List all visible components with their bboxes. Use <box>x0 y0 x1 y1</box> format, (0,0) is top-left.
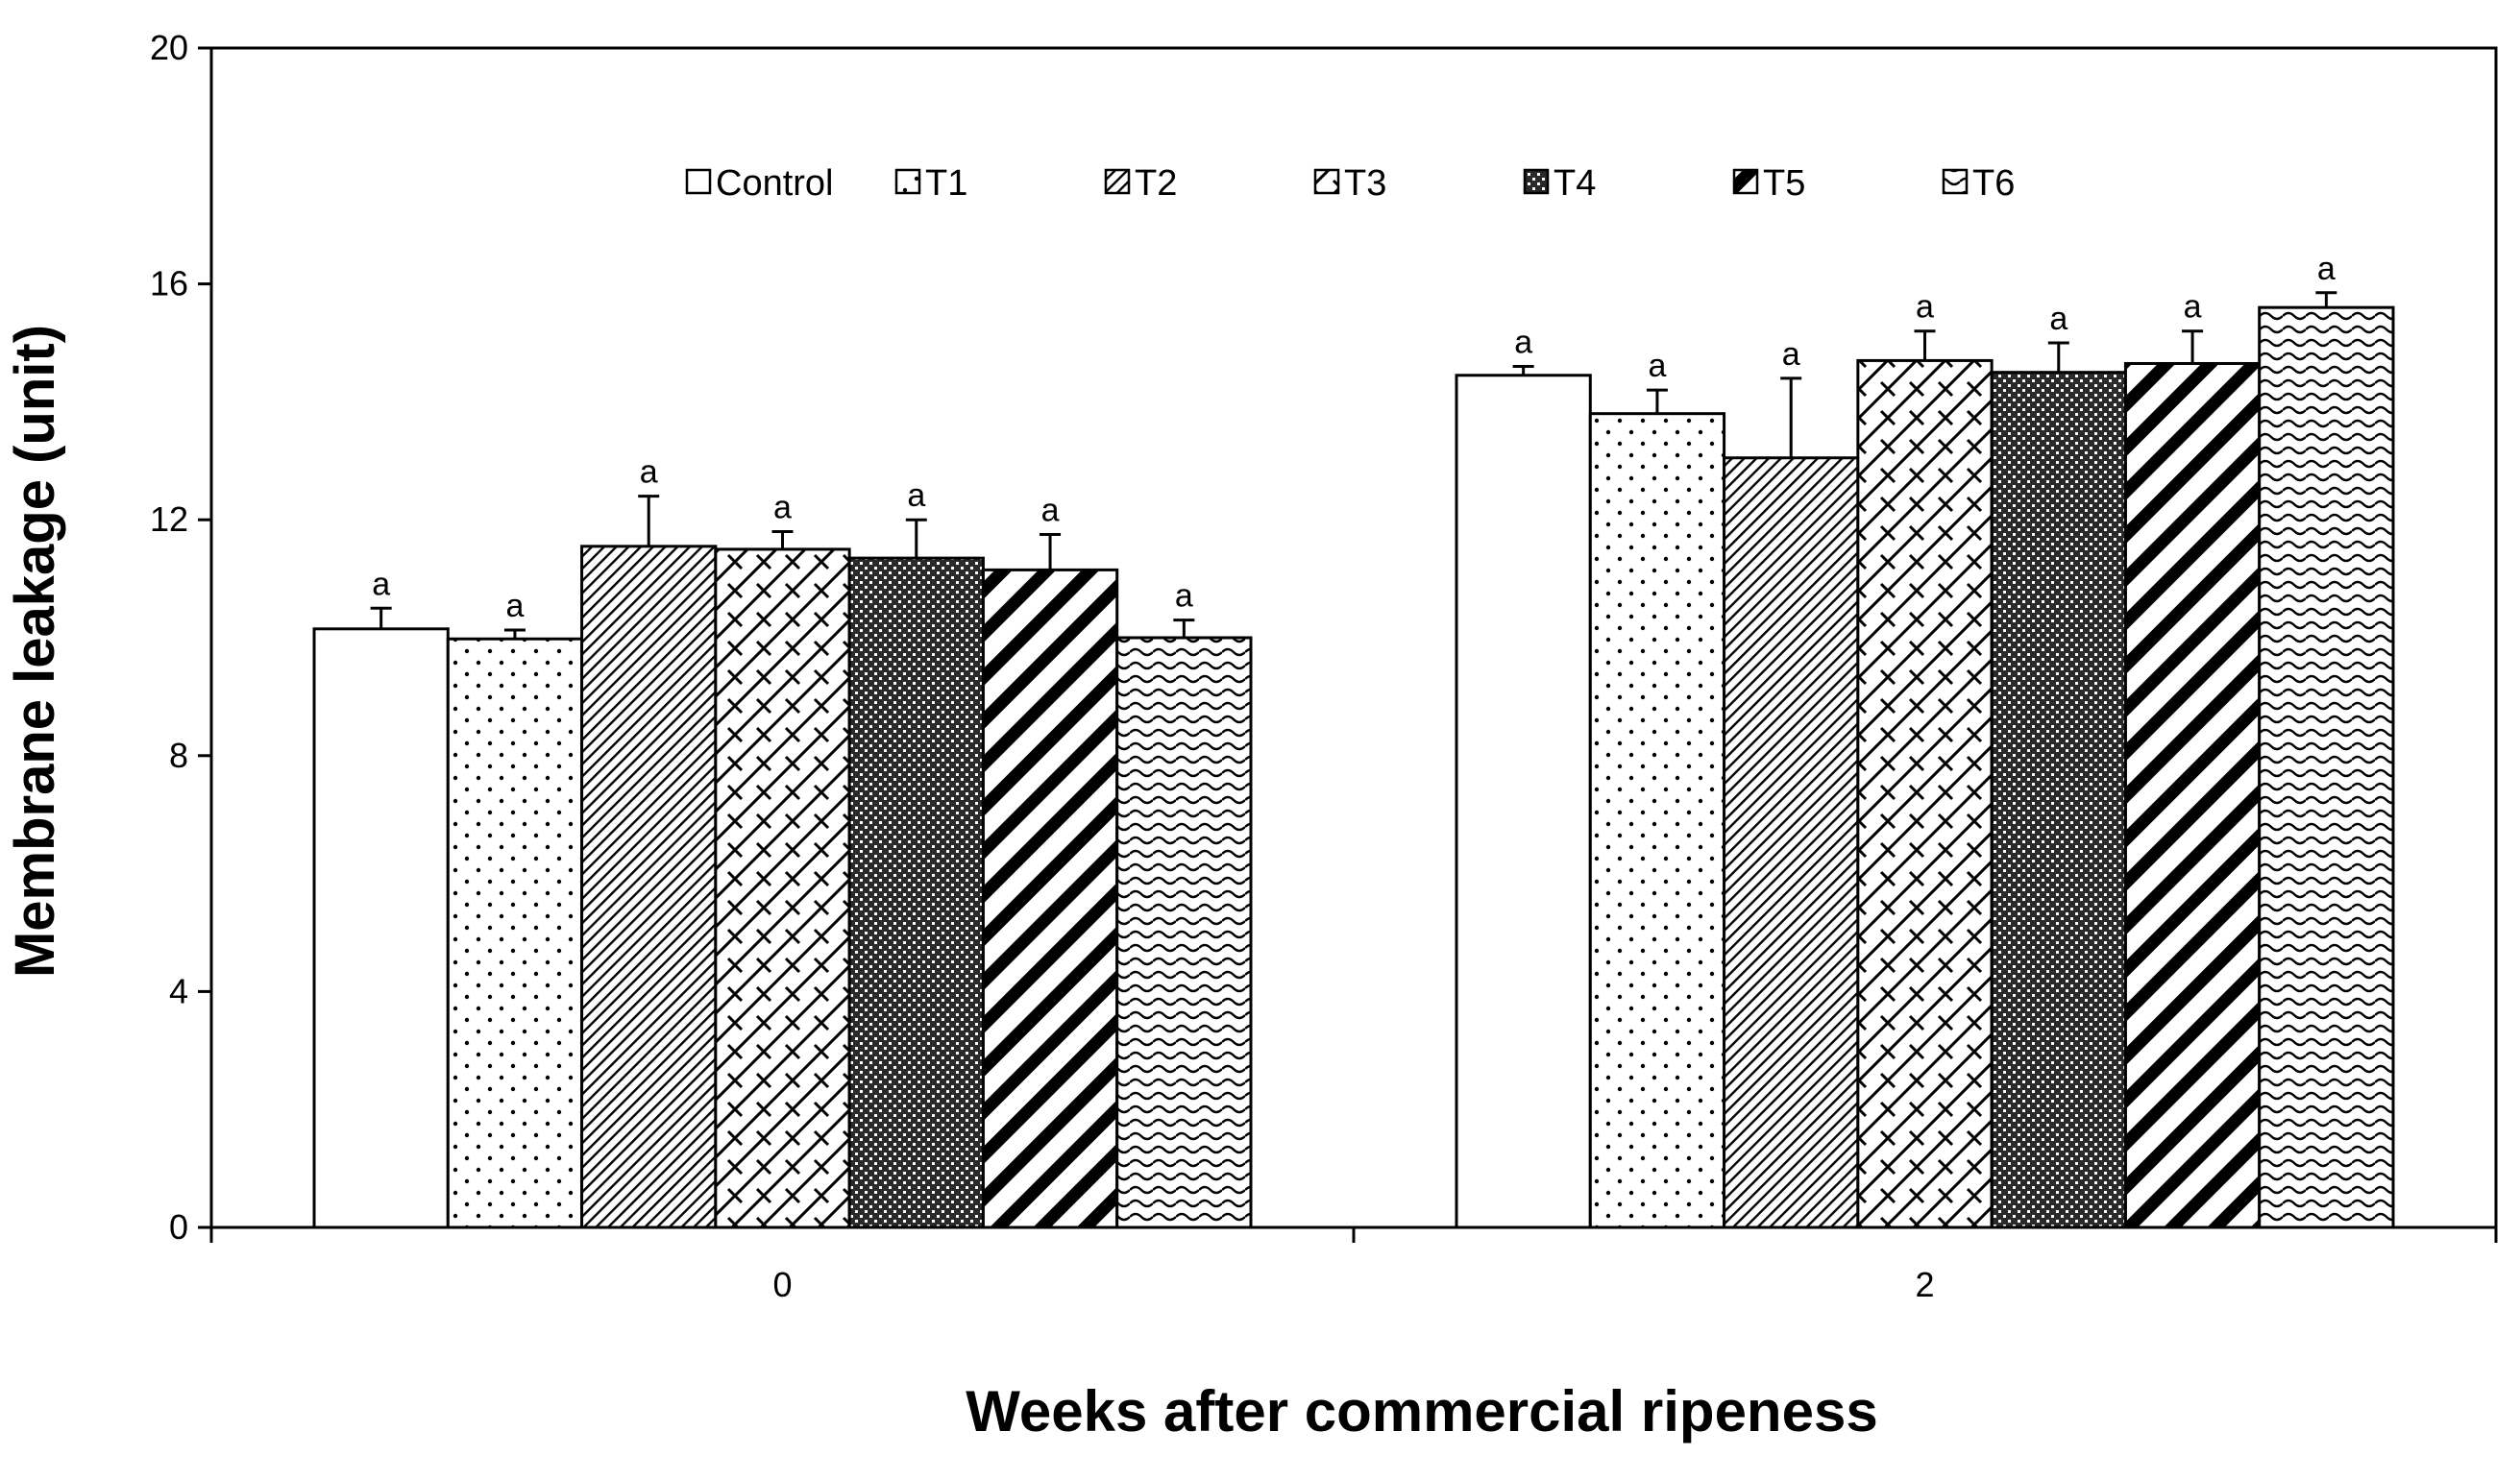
bar-t1-week-0 <box>446 637 584 1229</box>
significance-letter: a <box>1648 348 1666 384</box>
bar-t1-week-2 <box>1588 412 1726 1229</box>
legend-label-t2: T2 <box>1135 163 1177 204</box>
significance-letter: a <box>907 477 925 514</box>
significance-letter: a <box>640 454 658 491</box>
legend-label-t3: T3 <box>1344 163 1386 204</box>
legend-label-t5: T5 <box>1763 163 1805 204</box>
significance-letter: a <box>773 489 792 525</box>
bar-t2-week-2 <box>1723 456 1860 1229</box>
significance-letter: a <box>1916 289 1934 326</box>
y-tick-label: 0 <box>169 1207 188 1247</box>
bar-t4-week-0 <box>847 556 985 1229</box>
x-category-label: 0 <box>772 1265 792 1304</box>
y-tick-label: 16 <box>150 264 188 303</box>
legend-swatch-t2 <box>1104 168 1131 195</box>
y-axis-title: Membrane leakage (unit) <box>4 325 66 978</box>
x-axis-title: Weeks after commercial ripeness <box>966 1379 1877 1444</box>
y-axis: 0 4 8 12 16 20 <box>150 28 211 1247</box>
significance-letter: a <box>372 566 390 602</box>
legend-swatch-t5 <box>1732 168 1759 195</box>
significance-letter: a <box>2317 251 2336 287</box>
y-tick-label: 8 <box>169 736 188 775</box>
y-tick-label: 20 <box>150 28 188 67</box>
legend-label-t1: T1 <box>925 163 967 204</box>
significance-letter: a <box>1175 578 1193 615</box>
bar-t4-week-2 <box>1990 371 2127 1229</box>
significance-letter: a <box>505 588 524 624</box>
legend-swatch-t1 <box>894 168 921 195</box>
bar-t6-week-2 <box>2258 305 2395 1229</box>
bar-t2-week-0 <box>580 545 718 1229</box>
bar-t6-week-0 <box>1115 636 1253 1229</box>
bar-control-week-2 <box>1455 374 1592 1229</box>
significance-letter: a <box>2049 301 2067 337</box>
legend-swatch-t6 <box>1942 168 1969 195</box>
legend-label-t4: T4 <box>1554 163 1596 204</box>
significance-letter: a <box>2184 289 2202 326</box>
y-tick-label: 12 <box>150 499 188 539</box>
legend: Control T1 T2 T3 T4 T5 T6 <box>685 163 2015 204</box>
bar-t5-week-0 <box>981 568 1119 1229</box>
significance-letter: a <box>1514 325 1532 361</box>
bar-control-week-0 <box>312 627 450 1229</box>
significance-letter: a <box>1782 336 1800 373</box>
x-category-label: 2 <box>1915 1265 1934 1304</box>
legend-swatch-t4 <box>1523 168 1550 195</box>
bar-t3-week-0 <box>714 547 851 1229</box>
y-tick-label: 4 <box>169 971 188 1010</box>
significance-letter: a <box>1041 493 1060 529</box>
bar-t3-week-2 <box>1856 358 1994 1229</box>
legend-swatch-t3 <box>1313 168 1340 195</box>
legend-swatch-control <box>685 168 712 195</box>
legend-label-t6: T6 <box>1972 163 2015 204</box>
bar-series-group: a a a a a a a a a a a a a a <box>312 251 2395 1229</box>
legend-label-control: Control <box>716 163 834 204</box>
bar-t5-week-2 <box>2123 361 2262 1229</box>
